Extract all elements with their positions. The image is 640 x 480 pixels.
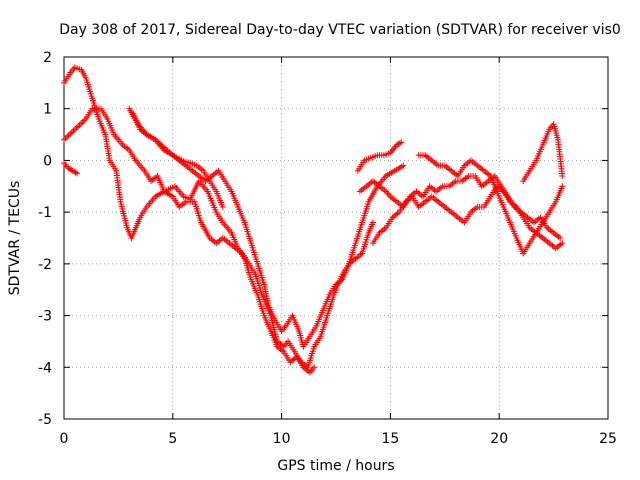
y-tick-label: 1 — [43, 102, 52, 118]
data-point — [559, 183, 566, 190]
x-tick-label: 25 — [599, 431, 617, 447]
data-point — [311, 364, 318, 371]
series-track-6 — [369, 183, 566, 252]
x-tick-label: 0 — [60, 431, 69, 447]
data-point — [400, 162, 407, 169]
data-point — [391, 145, 398, 152]
data-point — [74, 170, 81, 177]
axis-ticks — [63, 56, 609, 420]
data-point — [76, 121, 83, 128]
data-point — [72, 169, 79, 176]
data-point — [81, 117, 88, 124]
data-point — [396, 140, 403, 147]
series-track-1 — [61, 64, 318, 376]
y-tick-label: 0 — [43, 153, 52, 169]
data-point — [78, 120, 85, 127]
data-point — [61, 136, 67, 143]
series-track-10 — [126, 105, 226, 210]
y-tick-labels: -5 -4 -3 -2 -1 0 1 2 — [38, 50, 52, 428]
series-track-4 — [354, 139, 405, 174]
x-tick-labels: 0 5 10 15 20 25 — [60, 431, 617, 447]
chart-title: Day 308 of 2017, Sidereal Day-to-day VTE… — [59, 22, 621, 38]
y-axis-title: SDTVAR / TECUs — [7, 181, 23, 296]
y-tick-label: -2 — [38, 257, 52, 273]
x-tick-label: 5 — [168, 431, 177, 447]
data-series — [61, 64, 566, 376]
data-point — [67, 130, 74, 137]
grid-lines — [64, 57, 608, 419]
y-tick-label: -3 — [38, 309, 52, 325]
data-point — [74, 123, 81, 130]
series-track-7 — [415, 152, 566, 257]
data-point — [559, 172, 566, 179]
series-track-8 — [520, 121, 566, 185]
data-point — [71, 126, 78, 133]
y-tick-label: 2 — [43, 50, 52, 66]
x-axis-title: GPS time / hours — [277, 458, 394, 474]
data-point — [398, 139, 405, 146]
data-point — [79, 119, 86, 126]
data-point — [390, 146, 397, 153]
data-point — [70, 127, 77, 134]
data-point — [62, 135, 69, 142]
series-track-9 — [61, 160, 81, 177]
x-tick-label: 10 — [273, 431, 291, 447]
data-point — [64, 133, 71, 140]
y-tick-label: -5 — [38, 412, 52, 428]
data-point — [73, 124, 80, 131]
x-tick-label: 20 — [490, 431, 508, 447]
data-point — [219, 203, 226, 210]
x-tick-label: 15 — [381, 431, 399, 447]
series-track-3 — [130, 110, 407, 350]
y-tick-label: -1 — [38, 205, 52, 221]
data-point — [65, 132, 72, 139]
data-point — [369, 219, 376, 226]
y-tick-label: -4 — [38, 360, 52, 376]
data-point — [557, 235, 564, 241]
data-point — [559, 240, 566, 247]
series-track-5 — [356, 172, 564, 241]
data-point — [68, 129, 75, 136]
series-track-2 — [61, 105, 376, 371]
plot-frame — [63, 56, 609, 420]
